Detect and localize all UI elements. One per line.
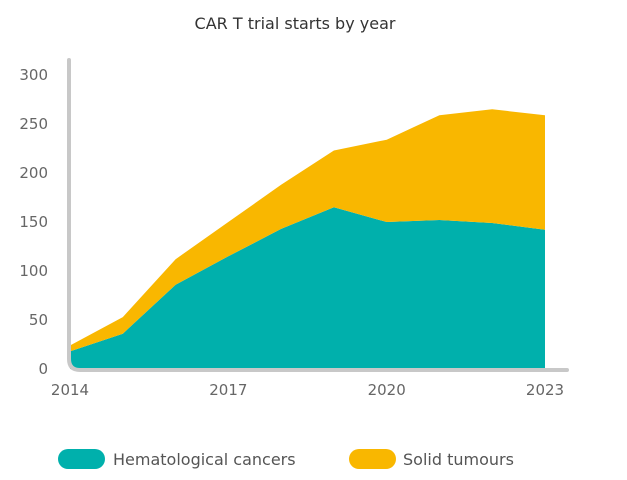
y-tick-label: 300 <box>19 66 48 84</box>
x-axis-ticks: 2014 2017 2020 2023 <box>51 381 564 399</box>
x-tick-label: 2017 <box>209 381 247 399</box>
y-tick-label: 0 <box>38 360 48 378</box>
axes <box>67 58 569 372</box>
y-tick-label: 250 <box>19 115 48 133</box>
legend-swatch <box>58 449 105 469</box>
legend-label: Solid tumours <box>403 450 514 469</box>
plot-areas <box>70 109 545 369</box>
x-tick-label: 2014 <box>51 381 89 399</box>
y-tick-label: 50 <box>29 311 48 329</box>
legend-swatch <box>349 449 396 469</box>
y-tick-label: 100 <box>19 262 48 280</box>
x-tick-label: 2023 <box>526 381 564 399</box>
y-tick-label: 200 <box>19 164 48 182</box>
x-tick-label: 2020 <box>368 381 406 399</box>
area-series-2 <box>70 109 545 352</box>
legend: Hematological cancers Solid tumours <box>58 449 514 469</box>
legend-label: Hematological cancers <box>113 450 296 469</box>
y-axis-ticks: 0 50 100 150 200 250 300 <box>19 66 48 378</box>
chart-title: CAR T trial starts by year <box>195 14 396 33</box>
y-tick-label: 150 <box>19 213 48 231</box>
axis-lines <box>67 58 569 372</box>
area-series-1 <box>70 207 545 369</box>
